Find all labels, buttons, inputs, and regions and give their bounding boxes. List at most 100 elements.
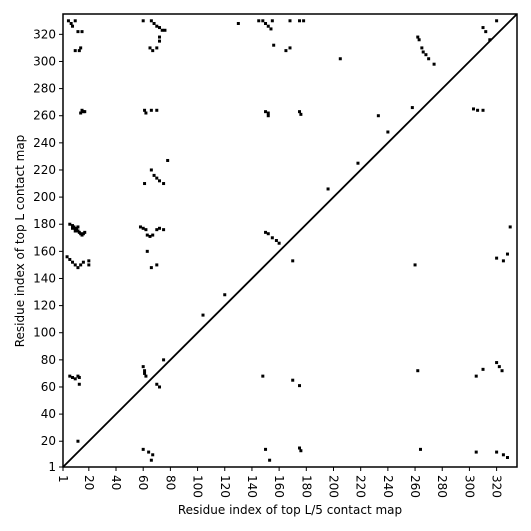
contact-point bbox=[68, 374, 72, 378]
contact-point bbox=[158, 179, 162, 183]
contact-point bbox=[79, 263, 83, 267]
contact-point bbox=[424, 53, 428, 57]
contact-point bbox=[266, 114, 270, 118]
contact-point bbox=[291, 378, 295, 382]
contact-point bbox=[149, 168, 153, 172]
contact-point bbox=[410, 106, 414, 110]
contact-point bbox=[158, 35, 162, 39]
contact-point bbox=[83, 110, 87, 114]
y-tick-label: 300 bbox=[33, 54, 56, 68]
contact-point bbox=[73, 49, 77, 53]
contact-point bbox=[149, 108, 153, 112]
contact-point bbox=[270, 19, 274, 23]
contact-point bbox=[432, 62, 436, 66]
contact-point bbox=[269, 27, 273, 31]
contact-point bbox=[266, 24, 270, 28]
contact-point bbox=[138, 225, 142, 229]
y-tick-label: 100 bbox=[33, 326, 56, 340]
contact-point bbox=[261, 374, 265, 378]
y-tick-label: 320 bbox=[33, 27, 56, 41]
y-tick-label: 160 bbox=[33, 244, 56, 258]
contact-point bbox=[505, 252, 509, 256]
diagonal-line bbox=[62, 13, 518, 468]
contact-point bbox=[155, 263, 159, 267]
contact-point bbox=[149, 19, 153, 23]
contact-point bbox=[497, 365, 501, 369]
contact-point bbox=[158, 39, 162, 43]
contact-point bbox=[386, 130, 390, 134]
contact-point bbox=[416, 369, 420, 373]
contact-point bbox=[284, 49, 288, 53]
contact-point bbox=[68, 222, 72, 226]
contact-point bbox=[326, 187, 330, 191]
x-tick-label: 120 bbox=[218, 475, 232, 498]
contact-point bbox=[500, 369, 504, 373]
contact-point bbox=[152, 173, 156, 177]
contact-point bbox=[147, 450, 151, 454]
x-tick-label: 180 bbox=[299, 475, 313, 498]
contact-point bbox=[81, 260, 85, 264]
contact-point bbox=[152, 21, 156, 25]
x-tick-label: 40 bbox=[109, 475, 123, 490]
contact-point bbox=[80, 30, 84, 34]
contact-point bbox=[79, 46, 83, 50]
contact-point bbox=[288, 46, 292, 50]
contact-point bbox=[155, 24, 159, 28]
y-tick-label: 180 bbox=[33, 217, 56, 231]
contact-point bbox=[143, 182, 147, 186]
contact-point bbox=[421, 50, 425, 54]
contact-point bbox=[488, 38, 492, 42]
contact-point bbox=[77, 49, 81, 53]
contact-point bbox=[162, 358, 166, 362]
x-tick-label: 80 bbox=[163, 475, 177, 490]
contact-point bbox=[158, 226, 162, 230]
contact-point bbox=[73, 377, 77, 381]
contact-point bbox=[302, 19, 306, 23]
contact-point bbox=[474, 450, 478, 454]
contact-point bbox=[481, 367, 485, 371]
contact-point bbox=[472, 107, 476, 111]
contact-point bbox=[420, 46, 424, 50]
contact-point bbox=[141, 19, 145, 23]
contact-point bbox=[87, 263, 91, 267]
contact-point bbox=[356, 161, 360, 165]
contact-point bbox=[427, 57, 431, 61]
contact-point bbox=[73, 263, 77, 267]
contact-point bbox=[158, 385, 162, 389]
contact-point bbox=[270, 236, 274, 240]
contact-point bbox=[261, 19, 265, 23]
contact-point bbox=[272, 43, 276, 47]
contact-point bbox=[71, 24, 75, 28]
contact-point bbox=[223, 293, 227, 297]
contact-point bbox=[413, 263, 417, 267]
contact-point bbox=[144, 374, 148, 378]
contact-point bbox=[145, 233, 149, 237]
contact-point bbox=[288, 19, 292, 23]
contact-point bbox=[69, 21, 73, 25]
x-tick-label: 60 bbox=[136, 475, 150, 490]
x-tick-label: 220 bbox=[354, 475, 368, 498]
contact-point bbox=[76, 225, 80, 229]
contact-point bbox=[87, 259, 91, 263]
contact-point bbox=[73, 229, 77, 233]
contact-point bbox=[144, 228, 148, 232]
contact-point bbox=[508, 225, 512, 229]
contact-point bbox=[155, 108, 159, 112]
contact-point bbox=[71, 375, 75, 379]
contact-point bbox=[76, 266, 80, 270]
y-tick-label: 260 bbox=[33, 109, 56, 123]
plot-frame bbox=[62, 13, 518, 468]
x-tick-label: 140 bbox=[245, 475, 259, 498]
contact-point bbox=[277, 241, 281, 245]
y-tick-label: 80 bbox=[41, 353, 56, 367]
contact-point bbox=[73, 19, 77, 23]
contact-point bbox=[201, 313, 205, 317]
contact-point bbox=[162, 182, 166, 186]
contact-point bbox=[481, 26, 485, 30]
x-tick-label: 100 bbox=[191, 475, 205, 498]
contact-point bbox=[481, 108, 485, 112]
contact-point bbox=[143, 369, 147, 373]
contact-point bbox=[71, 260, 75, 264]
contact-point bbox=[149, 458, 153, 462]
